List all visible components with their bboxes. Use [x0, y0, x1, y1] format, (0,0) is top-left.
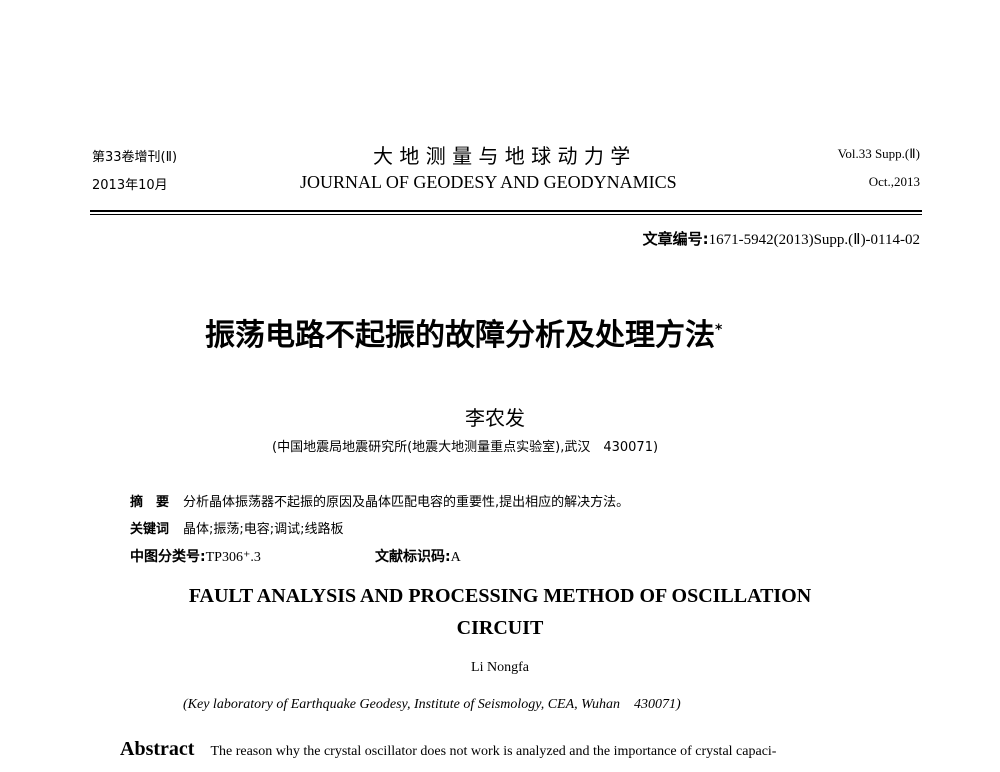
title-cn-text: 振荡电路不起振的故障分析及处理方法 — [205, 318, 715, 353]
clc-label: 中图分类号: — [130, 549, 206, 565]
abstract-cn-text: 分析晶体振荡器不起振的原因及晶体匹配电容的重要性,提出相应的解决方法。 — [183, 495, 630, 510]
keywords-cn-label: 关键词 — [130, 522, 170, 537]
affiliation-cn: (中国地震局地震研究所(地震大地测量重点实验室),武汉 430071) — [272, 440, 659, 455]
journal-title-en: JOURNAL OF GEODESY AND GEODYNAMICS — [300, 172, 677, 192]
date-cn: 2013年10月 — [92, 178, 168, 193]
affiliation-en: (Key laboratory of Earthquake Geodesy, I… — [183, 697, 681, 712]
date-en: Oct.,2013 — [868, 174, 920, 189]
article-number-label: 文章编号: — [642, 230, 709, 248]
abstract-en-text: The reason why the crystal oscillator do… — [210, 744, 777, 759]
title-footnote-mark: * — [715, 322, 723, 338]
title-en-line1: FAULT ANALYSIS AND PROCESSING METHOD OF … — [188, 585, 812, 607]
article-number: 文章编号:1671-5942(2013)Supp.(Ⅱ)-0114-02 — [643, 228, 920, 249]
keywords-cn: 关键词 晶体;振荡;电容;调试;线路板 — [130, 518, 344, 537]
abstract-en-label: Abstract — [120, 738, 195, 760]
author-en: Li Nongfa — [471, 660, 529, 675]
header-rule-thin — [90, 214, 922, 215]
title-cn: 振荡电路不起振的故障分析及处理方法* — [205, 310, 722, 354]
volume-issue-cn: 第33卷增刊(Ⅱ) — [92, 150, 178, 165]
abstract-cn: 摘 要分析晶体振荡器不起振的原因及晶体匹配电容的重要性,提出相应的解决方法。 — [130, 491, 629, 510]
header-rule — [90, 210, 922, 212]
clc-number: 中图分类号:TP306⁺.3 — [130, 546, 261, 566]
title-en-line2: CIRCUIT — [456, 617, 544, 639]
abstract-en: Abstract The reason why the crystal oscil… — [120, 738, 776, 761]
document-code: 文献标识码:A — [375, 546, 461, 566]
volume-issue-en: Vol.33 Supp.(Ⅱ) — [837, 146, 920, 161]
journal-title-cn: 大 地 测 量 与 地 球 动 力 学 — [373, 144, 631, 168]
document-code-value: A — [450, 550, 461, 565]
keywords-cn-text: 晶体;振荡;电容;调试;线路板 — [183, 522, 344, 537]
abstract-cn-label: 摘 要 — [130, 495, 170, 510]
document-code-label: 文献标识码: — [375, 549, 451, 565]
clc-value: TP306⁺.3 — [205, 550, 261, 565]
article-number-value: 1671-5942(2013)Supp.(Ⅱ)-0114-02 — [708, 232, 920, 248]
author-cn: 李农发 — [465, 406, 525, 430]
